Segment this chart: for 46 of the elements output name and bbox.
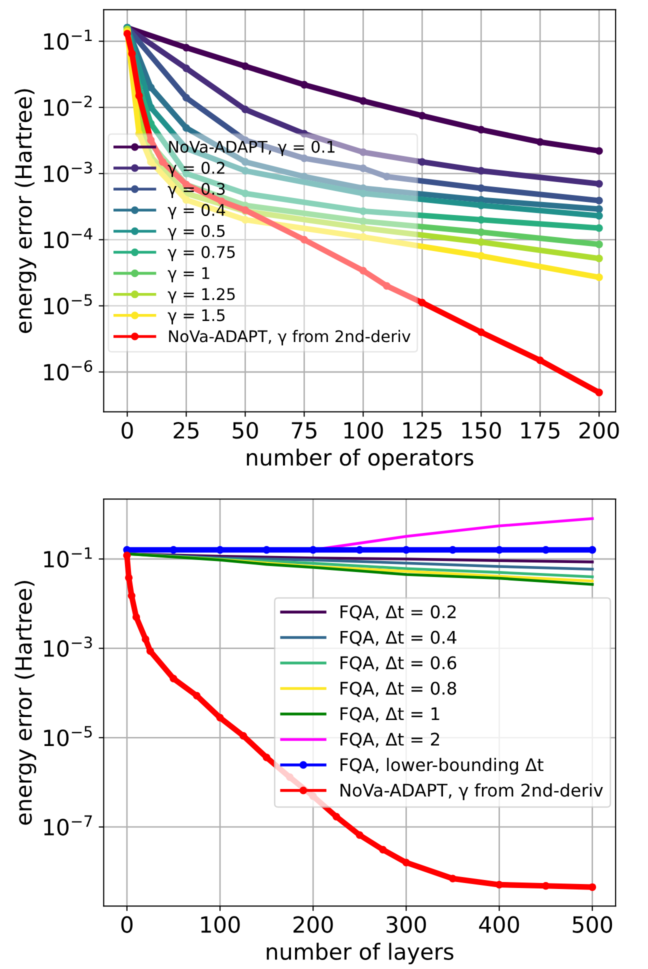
x-tick-label: 400 xyxy=(479,916,519,933)
legend-label: FQA, Δt = 1 xyxy=(340,707,440,722)
x-tick-label: 175 xyxy=(521,422,560,439)
legend-label: γ = 0.3 xyxy=(168,182,225,198)
y-tick-label: 10$^{−2}$ xyxy=(44,96,92,116)
legend-label: FQA, Δt = 0.6 xyxy=(340,656,456,672)
x-tick-label: 500 xyxy=(572,916,612,933)
legend-label: γ = 0.4 xyxy=(168,204,226,220)
legend-label: γ = 0.75 xyxy=(168,246,235,262)
legend-label: NoVa-ADAPT, γ from 2nd-deriv xyxy=(169,330,410,346)
x-tick-label: 125 xyxy=(403,422,442,439)
legend-label: FQA, Δt = 0.2 xyxy=(340,605,456,620)
legend-label: γ = 1.5 xyxy=(168,309,225,324)
x-axis-title: number of layers xyxy=(266,942,454,964)
x-tick-label: 25 xyxy=(174,422,198,439)
x-tick-label: 50 xyxy=(232,422,258,439)
y-tick-label: 10$^{−5}$ xyxy=(44,294,92,314)
x-tick-label: 200 xyxy=(294,916,333,933)
y-axis-title: energy error (Hartree) xyxy=(14,89,36,333)
legend-label: γ = 0.2 xyxy=(168,162,224,177)
legend-label: FQA, Δt = 0.8 xyxy=(340,682,456,697)
x-tick-label: 100 xyxy=(344,422,383,439)
legend-label: γ = 1.25 xyxy=(168,288,235,304)
legend-label: γ = 0.5 xyxy=(168,224,225,240)
x-tick-label: 0 xyxy=(122,422,133,439)
x-tick-label: 100 xyxy=(201,916,240,933)
y-tick-label: 10$^{−1}$ xyxy=(44,547,92,568)
y-tick-label: 10$^{−4}$ xyxy=(44,228,92,248)
y-axis-title: energy error (Hartree) xyxy=(14,581,36,825)
y-tick-label: 10$^{−1}$ xyxy=(44,30,92,50)
y-tick-label: 10$^{−5}$ xyxy=(44,726,92,746)
x-tick-label: 300 xyxy=(386,916,426,933)
legend-label: γ = 1 xyxy=(168,267,210,282)
legend-label: FQA, Δt = 0.4 xyxy=(340,630,456,646)
legend-label: NoVa-ADAPT, γ from 2nd-deriv xyxy=(340,783,603,800)
y-tick-label: 10$^{−7}$ xyxy=(44,815,92,836)
x-tick-label: 75 xyxy=(292,422,316,439)
x-axis-title: number of operators xyxy=(246,448,474,470)
x-tick-label: 200 xyxy=(580,422,619,439)
x-tick-label: 150 xyxy=(462,422,501,439)
legend-label: FQA, Δt = 2 xyxy=(340,732,440,748)
x-tick-label: 0 xyxy=(121,916,133,933)
y-tick-label: 10$^{−3}$ xyxy=(44,162,92,182)
legend-label: FQA, lower-bounding Δt xyxy=(340,758,544,775)
y-tick-label: 10$^{−6}$ xyxy=(44,360,92,381)
y-tick-label: 10$^{−3}$ xyxy=(44,636,92,657)
